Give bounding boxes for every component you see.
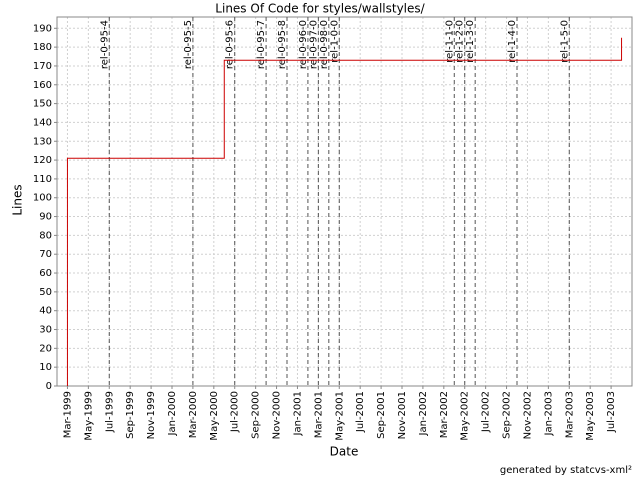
- release-label: rel-0-95-7: [256, 20, 267, 69]
- chart-title: Lines Of Code for styles/wallstyles/: [215, 2, 425, 16]
- y-axis-label: Lines: [11, 184, 25, 215]
- x-tick-label: May-2002: [460, 391, 471, 441]
- y-tick-label: 130: [33, 136, 52, 147]
- x-tick-label: Mar-1999: [62, 391, 73, 438]
- y-tick-label: 90: [39, 212, 52, 223]
- x-tick-label: May-2000: [209, 391, 220, 441]
- x-tick-label: May-1999: [83, 391, 94, 441]
- y-tick-label: 120: [33, 155, 52, 166]
- y-tick-label: 180: [33, 42, 52, 53]
- footer: generated by statcvs-xml²: [500, 465, 632, 476]
- y-tick-label: 190: [33, 23, 52, 34]
- release-label: rel-0-98-0: [319, 20, 330, 69]
- y-tick-label: 10: [39, 362, 52, 373]
- release-label: rel-1-4-0: [507, 20, 518, 63]
- x-tick-label: Nov-1999: [146, 391, 157, 439]
- y-tick-label: 100: [33, 193, 52, 204]
- x-tick-label: Mar-2002: [439, 391, 450, 438]
- y-tick-label: 70: [39, 249, 52, 260]
- y-tick-label: 110: [33, 174, 52, 185]
- y-tick-label: 20: [39, 343, 52, 354]
- release-label: rel-1-1-0: [444, 20, 455, 63]
- x-tick-label: Mar-2001: [313, 391, 324, 438]
- x-tick-label: May-2001: [334, 391, 345, 441]
- y-tick-label: 0: [46, 381, 52, 392]
- plot-frame: [56, 16, 633, 387]
- x-tick-label: Sep-2002: [502, 391, 513, 439]
- x-tick-label: Jul-2000: [230, 391, 241, 433]
- x-tick-label: Jan-2002: [418, 391, 429, 436]
- release-label: rel-0-95-6: [225, 20, 236, 69]
- x-tick-label: Jul-2001: [355, 391, 366, 433]
- x-tick-label: Sep-2001: [376, 391, 387, 439]
- y-tick-label: 140: [33, 117, 52, 128]
- x-tick-label: Jul-2002: [481, 391, 492, 433]
- data-line: [66, 37, 623, 386]
- x-tick-label: Nov-2001: [397, 391, 408, 439]
- release-label: rel-0-96-0: [298, 20, 309, 69]
- release-label: rel-1-2-0: [455, 20, 466, 63]
- y-tick-label: 30: [39, 325, 52, 336]
- x-axis-label: Date: [330, 445, 359, 459]
- release-label: rel-1-5-0: [559, 20, 570, 63]
- x-tick-label: Nov-2002: [522, 391, 533, 439]
- x-tick-label: Sep-2000: [251, 391, 262, 439]
- y-tick-label: 50: [39, 287, 52, 298]
- release-label: rel-0-95-5: [183, 20, 194, 69]
- x-tick-label: Jul-2003: [606, 391, 617, 433]
- y-tick-label: 170: [33, 61, 52, 72]
- x-tick-label: Jan-2001: [292, 391, 303, 436]
- y-tick-label: 60: [39, 268, 52, 279]
- x-tick-label: May-2003: [585, 391, 596, 441]
- y-tick-label: 80: [39, 230, 52, 241]
- x-tick-label: Mar-2000: [188, 391, 199, 438]
- x-tick-label: Jan-2000: [167, 391, 178, 436]
- release-label: rel-0-95-4: [99, 20, 110, 69]
- x-tick-label: Nov-2000: [272, 391, 283, 439]
- release-label: rel-0-95-8: [277, 20, 288, 69]
- x-tick-label: Jan-2003: [543, 391, 554, 436]
- x-tick-label: Mar-2003: [564, 391, 575, 438]
- x-tick-label: Jul-1999: [104, 391, 115, 433]
- release-label: rel-1-3-0: [465, 20, 476, 63]
- y-tick-label: 150: [33, 99, 52, 110]
- release-label: rel-0-97-0: [308, 20, 319, 69]
- y-tick-label: 160: [33, 80, 52, 91]
- release-label: rel-1-0-0: [329, 20, 340, 63]
- y-tick-label: 40: [39, 306, 52, 317]
- x-tick-label: Sep-1999: [125, 391, 136, 439]
